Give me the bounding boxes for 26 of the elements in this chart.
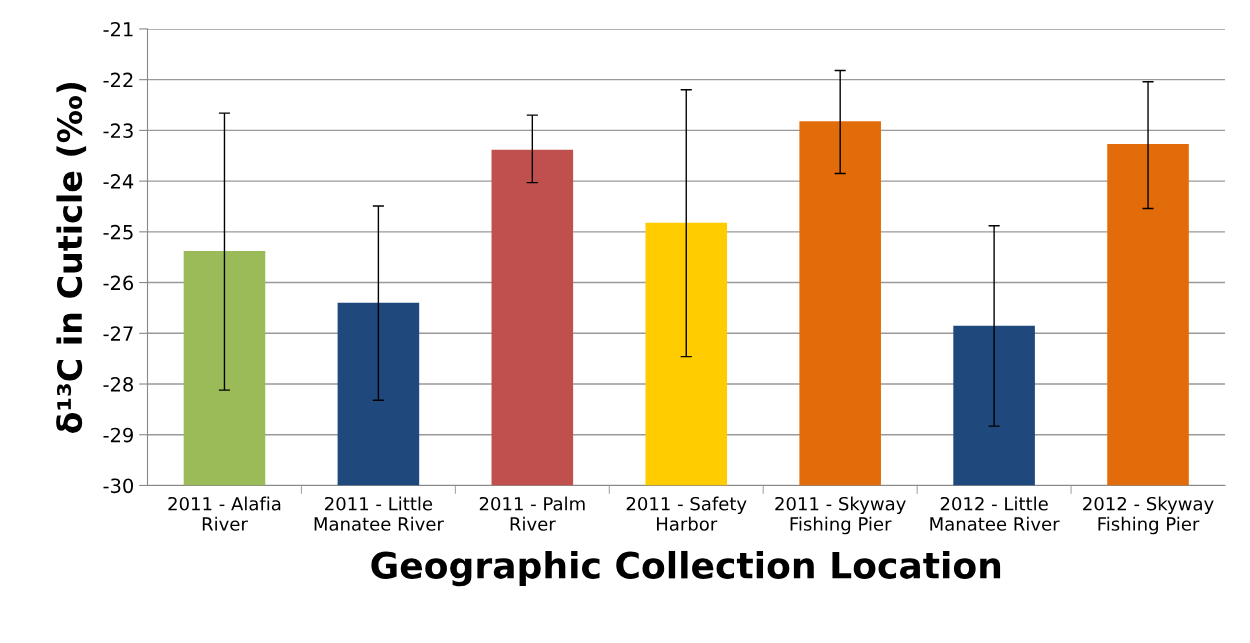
bar (1107, 144, 1189, 486)
y-tick-label: -27 (103, 326, 133, 341)
x-tick-label: 2011 - Palm River (479, 496, 585, 531)
y-tick-label: -22 (103, 72, 133, 88)
x-tick-label: 2011 - Skyway Fishing Pier (775, 496, 906, 535)
bar (799, 121, 881, 486)
bar (491, 149, 574, 486)
y-tick-label: -21 (103, 21, 133, 37)
x-tick-label: 2012 - Little Manatee River (930, 496, 1060, 531)
y-tick-label: -28 (103, 376, 133, 392)
bar (953, 325, 1035, 486)
x-axis-title: Geographic Collection Location (371, 550, 1001, 587)
y-tick-label: -24 (103, 174, 134, 189)
bar (645, 222, 728, 486)
x-tick-label: 2012 - Skyway Fishing Pier (1083, 496, 1214, 535)
y-axis-title: δ¹³C in Cuticle (‰) (56, 82, 87, 433)
x-tick-label: 2011 - Little Manatee River (314, 496, 444, 531)
x-tick-label: 2011 - Safety Harbor (626, 496, 747, 531)
x-tick-label: 2011 - Alafia River (168, 496, 281, 531)
y-tick-label: -23 (103, 123, 133, 139)
bar (337, 302, 420, 486)
y-tick-label: -30 (103, 478, 134, 494)
y-tick-label: -26 (103, 275, 134, 291)
y-tick-label: -25 (103, 224, 133, 240)
bar (183, 251, 266, 486)
y-tick-label: -29 (103, 427, 133, 443)
